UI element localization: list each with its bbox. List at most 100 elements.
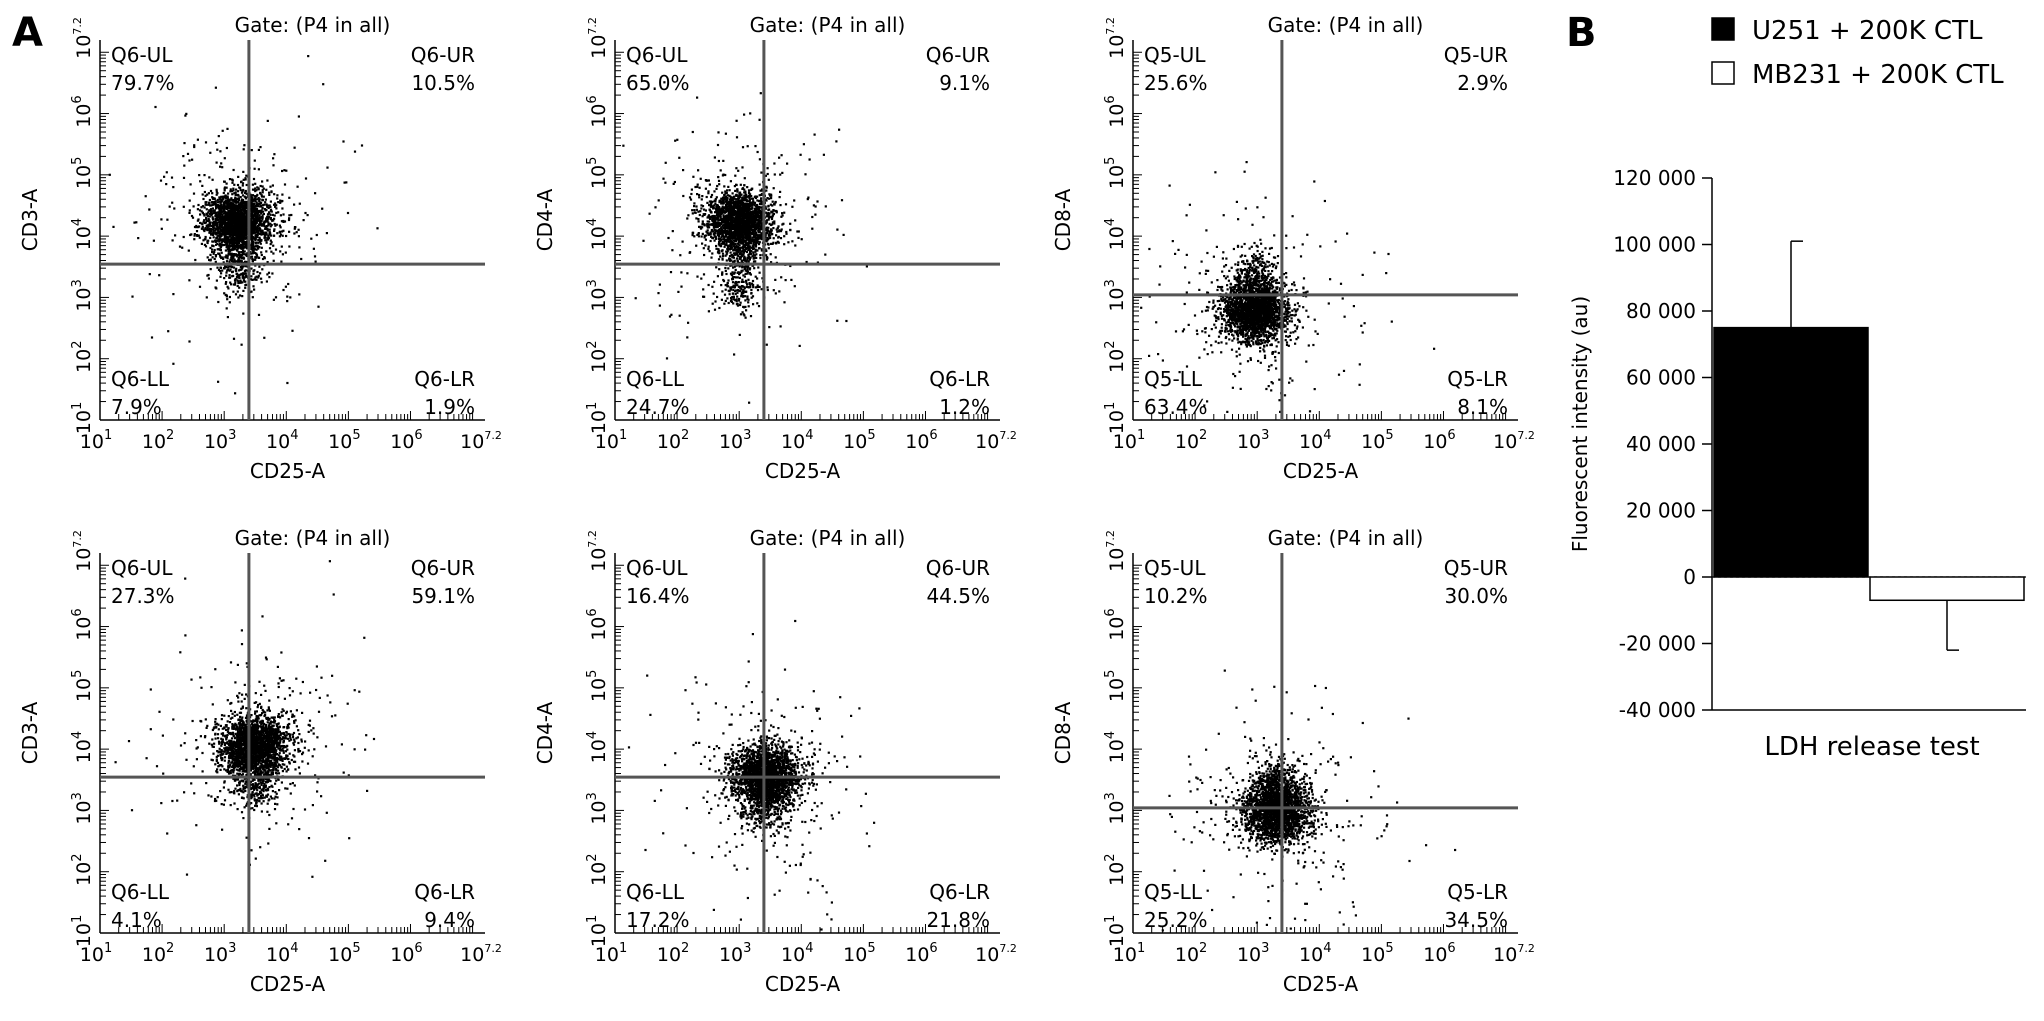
quadrant-ur-name: Q6-UR	[926, 43, 990, 67]
y-tick-label: 105	[70, 670, 95, 702]
quadrant-lr-name: Q5-LR	[1447, 880, 1508, 904]
x-tick-label: 105	[1361, 428, 1393, 453]
quadrant-ll-percent: 4.1%	[111, 908, 162, 932]
y-axis-title: CD3-A	[18, 188, 42, 251]
x-tick-label: 104	[781, 941, 813, 966]
y-tick-label: 103	[1103, 279, 1128, 311]
y-tick-label: 120 000	[1613, 166, 1696, 190]
y-tick-label: 105	[1103, 670, 1128, 702]
y-tick-label: 101	[1103, 402, 1128, 434]
y-tick-label: 105	[585, 670, 610, 702]
quadrant-ur-name: Q6-UR	[411, 556, 475, 580]
y-tick-label: 104	[1103, 218, 1128, 250]
x-axis-title: CD25-A	[250, 459, 326, 483]
x-tick-label: 106	[1423, 941, 1455, 966]
quadrant-ur-percent: 59.1%	[411, 584, 475, 608]
x-tick-label: 106	[390, 428, 422, 453]
quadrant-ll-name: Q6-LL	[111, 880, 170, 904]
y-tick-label: 105	[585, 157, 610, 189]
quadrant-ll-name: Q6-LL	[111, 367, 170, 391]
quadrant-ur-percent: 30.0%	[1444, 584, 1508, 608]
flow-plot-6: 101 102 103 104 105 106 107.210110210310410510…	[1051, 526, 1535, 996]
x-axis-title: CD25-A	[250, 972, 326, 996]
y-tick-label: 103	[585, 792, 610, 824]
legend-swatch-2	[1711, 61, 1735, 85]
x-tick-label: 107.2	[460, 429, 502, 453]
quadrant-ll-percent: 17.2%	[626, 908, 690, 932]
y-tick-label: 107.2	[1104, 17, 1128, 59]
y-tick-label: 60 000	[1626, 366, 1696, 390]
x-tick-label: 107.2	[1493, 942, 1535, 966]
y-tick-label: 40 000	[1626, 432, 1696, 456]
quadrant-ur-name: Q6-UR	[926, 556, 990, 580]
x-axis-title: CD25-A	[765, 459, 841, 483]
quadrant-lr-name: Q5-LR	[1447, 367, 1508, 391]
legend-label-1: U251 + 200K CTL	[1752, 16, 1983, 46]
y-tick-label: -20 000	[1619, 632, 1696, 656]
x-tick-label: 106	[1423, 428, 1455, 453]
x-tick-label: 104	[266, 428, 298, 453]
x-tick-label: 103	[1237, 941, 1269, 966]
y-tick-label: 101	[1103, 915, 1128, 947]
y-axis-title: CD4-A	[533, 701, 557, 764]
gate-title: Gate: (P4 in all)	[1268, 526, 1424, 550]
x-tick-label: 107.2	[460, 942, 502, 966]
quadrant-ul-name: Q6-UL	[111, 556, 173, 580]
x-tick-label: 107.2	[975, 429, 1017, 453]
quadrant-ul-percent: 65.0%	[626, 71, 690, 95]
y-tick-label: 104	[70, 218, 95, 250]
gate-title: Gate: (P4 in all)	[750, 526, 906, 550]
quadrant-lr-percent: 9.4%	[424, 908, 475, 932]
event-dots	[622, 81, 868, 404]
y-tick-label: 104	[585, 731, 610, 763]
y-tick-label: 104	[1103, 731, 1128, 763]
legend-swatch-1	[1711, 17, 1735, 41]
quadrant-lr-name: Q6-LR	[929, 367, 990, 391]
x-axis-title: CD25-A	[1283, 972, 1359, 996]
y-tick-label: 106	[70, 608, 95, 640]
x-tick-label: 105	[328, 941, 360, 966]
x-tick-label: 105	[843, 941, 875, 966]
quadrant-ll-percent: 25.2%	[1144, 908, 1208, 932]
quadrant-ll-percent: 7.9%	[111, 395, 162, 419]
y-tick-label: 107.2	[586, 530, 610, 572]
x-tick-label: 102	[142, 941, 174, 966]
quadrant-ll-name: Q5-LL	[1144, 880, 1203, 904]
x-tick-label: 103	[719, 428, 751, 453]
panel-label-a: A	[12, 10, 43, 56]
y-tick-label: 106	[585, 608, 610, 640]
quadrant-ul-name: Q5-UL	[1144, 43, 1206, 67]
bar-2	[1869, 576, 2025, 602]
flow-plot-4: 101 102 103 104 105 106 107.210110210310410510…	[18, 526, 502, 996]
flow-plot-5: 101 102 103 104 105 106 107.210110210310410510…	[533, 526, 1017, 996]
y-tick-label: 101	[70, 915, 95, 947]
x-tick-label: 107.2	[975, 942, 1017, 966]
x-tick-label: 104	[1299, 941, 1331, 966]
y-tick-label: 103	[1103, 792, 1128, 824]
quadrant-lr-percent: 1.2%	[939, 395, 990, 419]
flow-plot-2: 101 102 103 104 105 106 107.210110210310410510…	[533, 13, 1017, 483]
event-dots	[627, 619, 876, 931]
quadrant-lr-name: Q6-LR	[414, 880, 475, 904]
quadrant-lr-percent: 34.5%	[1444, 908, 1508, 932]
y-tick-label: 100 000	[1613, 233, 1696, 257]
y-tick-label: 20 000	[1626, 499, 1696, 523]
x-tick-label: 102	[1175, 941, 1207, 966]
quadrant-ll-percent: 24.7%	[626, 395, 690, 419]
quadrant-ul-name: Q6-UL	[626, 43, 688, 67]
y-axis-title: CD8-A	[1051, 188, 1075, 251]
quadrant-ur-percent: 44.5%	[926, 584, 990, 608]
quadrant-lr-name: Q6-LR	[414, 367, 475, 391]
x-tick-label: 102	[657, 428, 689, 453]
y-axis-title: CD8-A	[1051, 701, 1075, 764]
quadrant-ll-name: Q6-LL	[626, 880, 685, 904]
y-axis-title: Fluorescent intensity (au)	[1568, 296, 1592, 552]
x-tick-label: 103	[1237, 428, 1269, 453]
x-tick-label: 105	[1361, 941, 1393, 966]
x-tick-label: 102	[1175, 428, 1207, 453]
x-tick-label: 105	[328, 428, 360, 453]
y-tick-label: 103	[70, 279, 95, 311]
y-tick-label: 106	[585, 95, 610, 127]
quadrant-ur-percent: 10.5%	[411, 71, 475, 95]
